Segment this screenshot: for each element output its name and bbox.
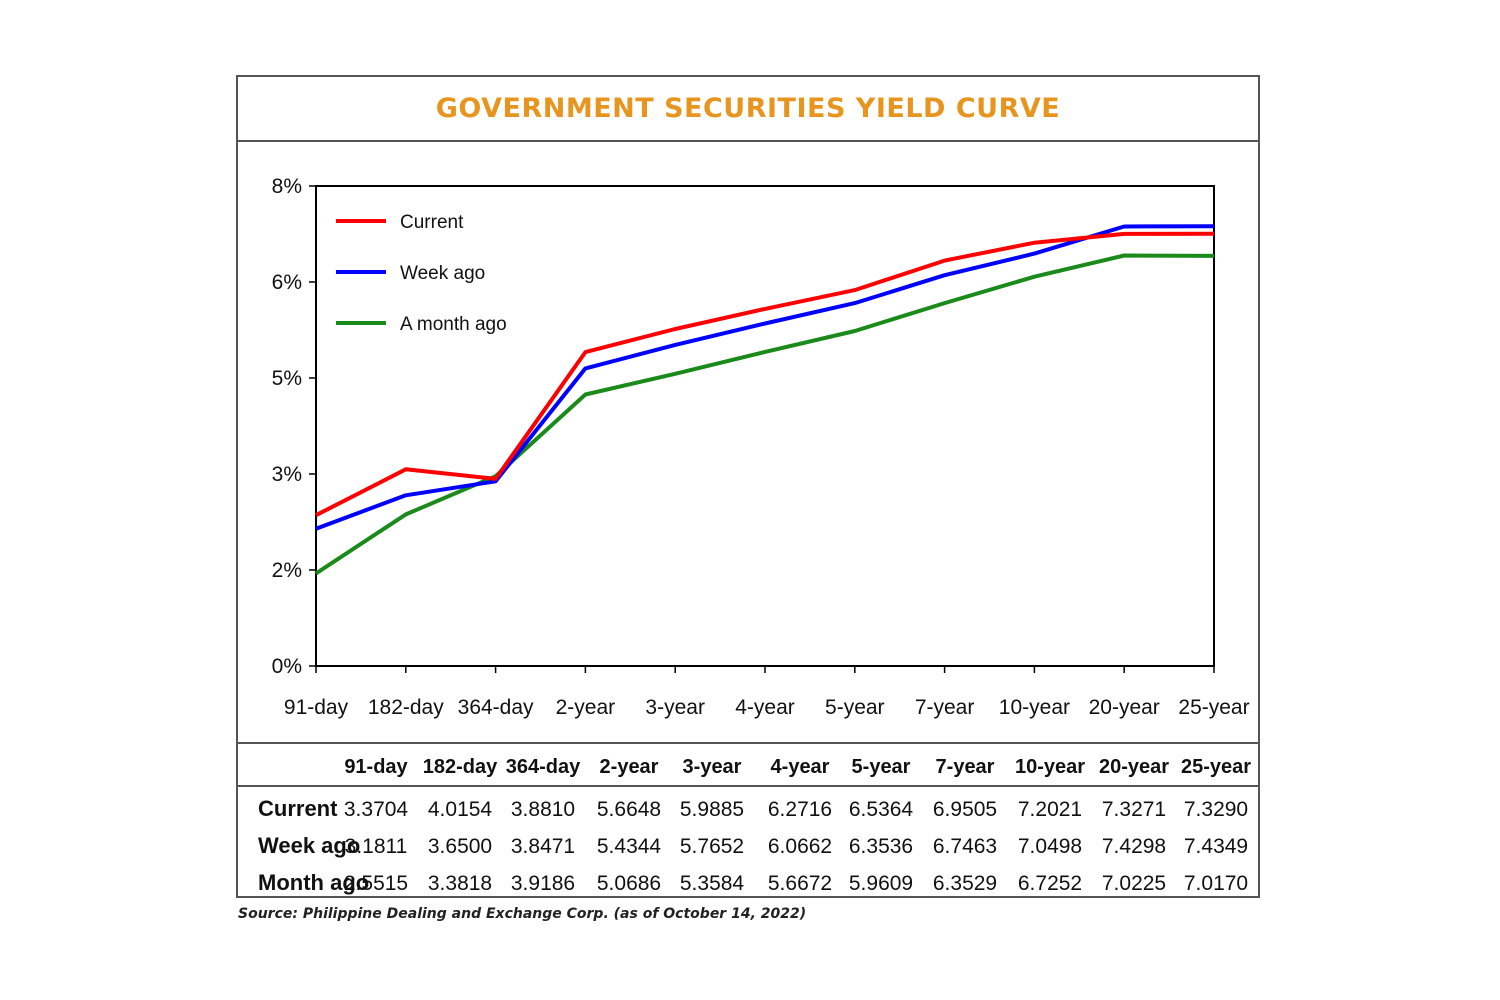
- table-column-header: 20-year: [1099, 756, 1169, 778]
- table-cell: 6.3529: [933, 872, 997, 895]
- table-column-header: 182-day: [423, 756, 498, 778]
- table-column-header: 10-year: [1015, 756, 1085, 778]
- table-column-header: 7-year: [936, 756, 995, 778]
- title-bar: GOVERNMENT SECURITIES YIELD CURVE: [238, 77, 1258, 142]
- yield-curve-chart: 0% 2% 3% 5% 6% 8% 91-day 182-day 364-day 2-year 3-…: [272, 175, 1250, 719]
- table-cell: 3.6500: [428, 835, 492, 858]
- table-cell: 5.7652: [680, 835, 744, 858]
- y-tick-label: 5%: [272, 367, 302, 390]
- series-line-week-ago: [315, 224, 1215, 531]
- x-tick-label: 20-year: [1089, 696, 1160, 719]
- y-tick-label: 2%: [272, 559, 302, 582]
- table-cell: 5.9609: [849, 872, 913, 895]
- chart-frame: GOVERNMENT SECURITIES YIELD CURVE 0% 2% 3%…: [236, 75, 1260, 898]
- y-tick-label: 6%: [272, 271, 302, 294]
- table-row-label: Week ago: [258, 833, 360, 858]
- x-tick-label: 3-year: [645, 696, 705, 719]
- source-note: Source: Philippine Dealing and Exchange …: [238, 906, 807, 922]
- yield-table-grid: 91-day 182-day 364-day 2-year 3-year 4-year 5-…: [238, 756, 1258, 895]
- table-cell: 5.0686: [597, 872, 661, 895]
- table-cell: 7.4298: [1102, 835, 1166, 858]
- legend-label: A month ago: [400, 314, 507, 335]
- table-cell: 7.2021: [1018, 798, 1082, 821]
- table-row-label: Current: [258, 796, 338, 821]
- table-cell: 3.8810: [511, 798, 575, 821]
- table-cell: 2.5515: [344, 872, 408, 895]
- table-cell: 6.3536: [849, 835, 913, 858]
- table-cell: 6.2716: [768, 798, 832, 821]
- x-tick-label: 5-year: [825, 696, 885, 719]
- y-tick-label: 3%: [272, 463, 302, 486]
- x-tick-label: 2-year: [556, 696, 616, 719]
- table-column-header: 3-year: [683, 756, 742, 778]
- table-column-header: 25-year: [1181, 756, 1251, 778]
- table-column-header: 364-day: [506, 756, 581, 778]
- table-cell: 7.0225: [1102, 872, 1166, 895]
- x-tick-label: 10-year: [999, 696, 1070, 719]
- table-column-header: 4-year: [771, 756, 830, 778]
- table-cell: 7.0498: [1018, 835, 1082, 858]
- table-column-header: 5-year: [852, 756, 911, 778]
- table-cell: 3.1811: [345, 835, 408, 858]
- table-cell: 6.7463: [933, 835, 997, 858]
- chart-title: GOVERNMENT SECURITIES YIELD CURVE: [435, 93, 1061, 124]
- table-cell: 3.9186: [511, 872, 575, 895]
- table-column-header: 91-day: [344, 756, 408, 778]
- table-row-label: Month ago: [258, 870, 369, 895]
- table-cell: 5.4344: [597, 835, 662, 858]
- table-column-header: 2-year: [600, 756, 659, 778]
- plot-area: [315, 185, 1215, 667]
- x-tick-label: 364-day: [458, 696, 534, 719]
- table-cell: 5.6648: [597, 798, 661, 821]
- table-cell: 6.7252: [1018, 872, 1082, 895]
- table-cell: 3.8471: [511, 835, 575, 858]
- series-line-a-month-ago: [314, 253, 1215, 576]
- legend-label: Current: [400, 212, 464, 233]
- x-tick-label: 7-year: [915, 696, 975, 719]
- x-tick-label: 4-year: [735, 696, 795, 719]
- table-cell: 4.0154: [428, 798, 493, 821]
- legend-label: Week ago: [400, 263, 485, 284]
- y-tick-label: 8%: [272, 175, 302, 198]
- x-tick-label: 91-day: [284, 696, 349, 719]
- table-cell: 3.3818: [428, 872, 492, 895]
- table-cell: 6.0662: [768, 835, 832, 858]
- table-cell: 5.6672: [768, 872, 832, 895]
- table-cell: 7.4349: [1184, 835, 1248, 858]
- series-line-current: [315, 231, 1215, 517]
- table-cell: 6.5364: [849, 798, 914, 821]
- y-tick-label: 0%: [272, 655, 302, 678]
- table-cell: 5.3584: [680, 872, 745, 895]
- table-cell: 7.3290: [1184, 798, 1248, 821]
- yield-table: 91-day 182-day 364-day 2-year 3-year 4-year 5-…: [238, 742, 1258, 898]
- table-cell: 6.9505: [933, 798, 997, 821]
- x-tick-label: 182-day: [368, 696, 444, 719]
- table-cell: 7.0170: [1184, 872, 1248, 895]
- table-cell: 5.9885: [680, 798, 744, 821]
- table-cell: 7.3271: [1102, 798, 1166, 821]
- table-cell: 3.3704: [344, 798, 409, 821]
- x-tick-label: 25-year: [1178, 696, 1249, 719]
